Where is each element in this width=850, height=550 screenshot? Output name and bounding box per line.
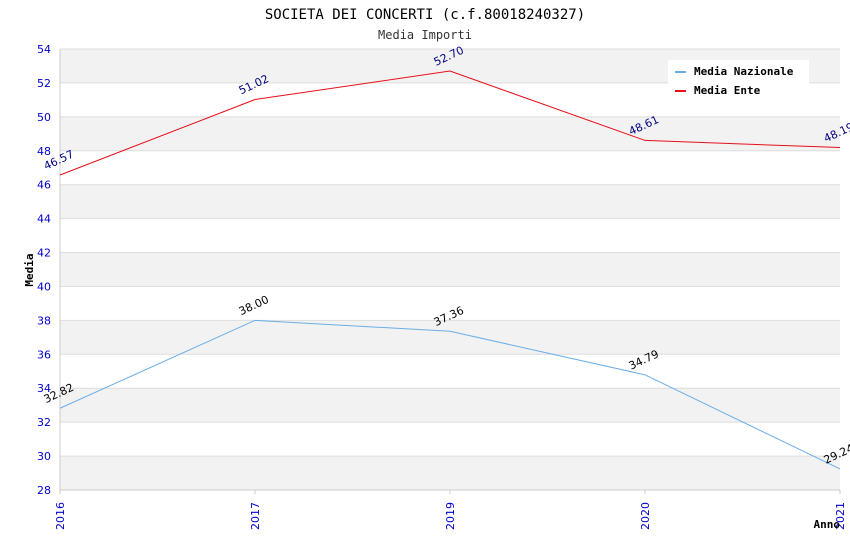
- y-tick-label: 38: [37, 314, 51, 327]
- legend: Media Nazionale Media Ente: [668, 60, 809, 101]
- y-tick-label: 34: [37, 382, 51, 395]
- x-tick-label: 2016: [54, 502, 67, 530]
- x-tick-label: 2019: [444, 502, 457, 530]
- x-axis-ticks: 2016 2017 2019 2020 2021: [54, 490, 847, 530]
- plot-band: [60, 184, 840, 219]
- series-lines: [59, 70, 841, 470]
- chart-subtitle: Media Importi: [378, 28, 472, 42]
- series-line-media-nazionale: [59, 319, 841, 470]
- legend-label-media-nazionale: Media Nazionale: [694, 65, 794, 78]
- y-tick-label: 32: [37, 416, 51, 429]
- y-tick-label: 54: [37, 43, 51, 56]
- y-axis-ticks: 28 30 32 34 36 38 40 42 44 46 48 50 52 54: [37, 43, 51, 497]
- y-tick-label: 28: [37, 484, 51, 497]
- y-tick-label: 30: [37, 450, 51, 463]
- x-tick-label: 2017: [249, 502, 262, 530]
- y-tick-label: 44: [37, 213, 51, 226]
- plot-band: [60, 456, 840, 490]
- plot-band: [60, 422, 840, 457]
- plot-band: [60, 320, 840, 355]
- plot-background: [60, 49, 840, 490]
- x-tick-label: 2021: [834, 502, 847, 530]
- plot-band: [60, 116, 840, 151]
- plot-band: [60, 354, 840, 389]
- plot-band: [60, 150, 840, 185]
- plot-band: [60, 218, 840, 253]
- y-tick-label: 46: [37, 179, 51, 192]
- y-axis-title: Media: [23, 253, 36, 286]
- x-axis-title: Anno: [814, 518, 841, 531]
- y-tick-label: 42: [37, 247, 51, 260]
- plot-band: [60, 286, 840, 321]
- x-tick-label: 2020: [639, 502, 652, 530]
- y-tick-label: 50: [37, 111, 51, 124]
- plot-band: [60, 252, 840, 287]
- series-line-media-ente: [59, 70, 841, 176]
- legend-box: [668, 60, 809, 101]
- legend-label-media-ente: Media Ente: [694, 84, 761, 97]
- y-tick-label: 36: [37, 348, 51, 361]
- plot-band: [60, 388, 840, 423]
- y-tick-label: 48: [37, 145, 51, 158]
- y-tick-label: 40: [37, 280, 51, 293]
- chart-title: SOCIETA DEI CONCERTI (c.f.80018240327): [265, 7, 585, 23]
- y-tick-label: 52: [37, 77, 51, 90]
